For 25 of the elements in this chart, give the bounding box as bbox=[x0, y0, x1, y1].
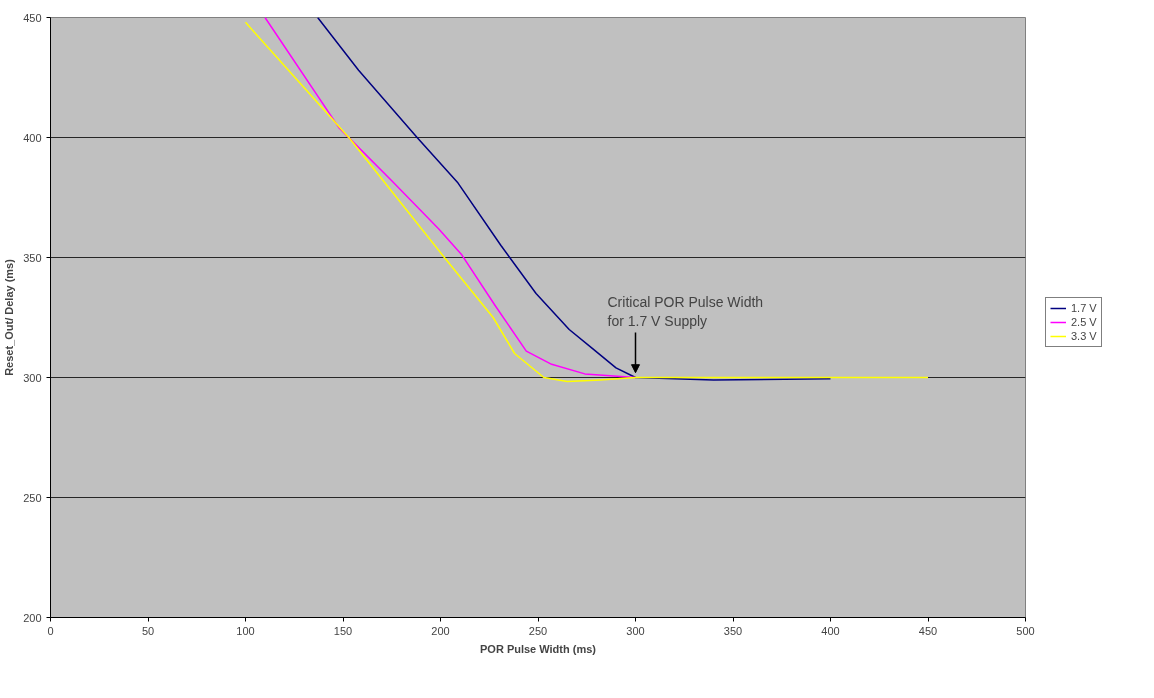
x-tick-label: 500 bbox=[1016, 624, 1035, 637]
line-series bbox=[316, 17, 832, 381]
y-tick-label: 400 bbox=[23, 131, 42, 144]
x-tick-label: 100 bbox=[236, 624, 255, 637]
x-tick-label: 0 bbox=[47, 624, 54, 637]
line-series bbox=[244, 21, 929, 383]
y-tick-label: 250 bbox=[23, 491, 42, 504]
y-tick-label: 450 bbox=[23, 11, 42, 24]
x-tick-label: 50 bbox=[141, 624, 155, 637]
y-tick-label: 300 bbox=[23, 371, 42, 384]
x-tick-label: 200 bbox=[431, 624, 450, 637]
x-tick-label: 450 bbox=[918, 624, 938, 637]
y-tick-label: 350 bbox=[23, 251, 42, 264]
x-tick-label: 250 bbox=[528, 624, 548, 637]
y-tick-label: 200 bbox=[23, 611, 42, 624]
legend-label: 2.5 V bbox=[1071, 316, 1097, 328]
annotation: Critical POR Pulse Width for 1.7 V Supply bbox=[607, 294, 764, 330]
x-tick-label: 400 bbox=[821, 624, 840, 637]
legend-label: 1.7 V bbox=[1071, 302, 1097, 314]
legend-label: 3.3 V bbox=[1071, 330, 1097, 342]
y-axis-title: Reset_Out/ Delay (ms) bbox=[3, 258, 16, 376]
x-tick-label: 300 bbox=[626, 624, 645, 637]
x-axis-title: POR Pulse Width (ms) bbox=[479, 642, 597, 655]
x-tick-label: 150 bbox=[333, 624, 353, 637]
x-tick-label: 350 bbox=[723, 624, 743, 637]
